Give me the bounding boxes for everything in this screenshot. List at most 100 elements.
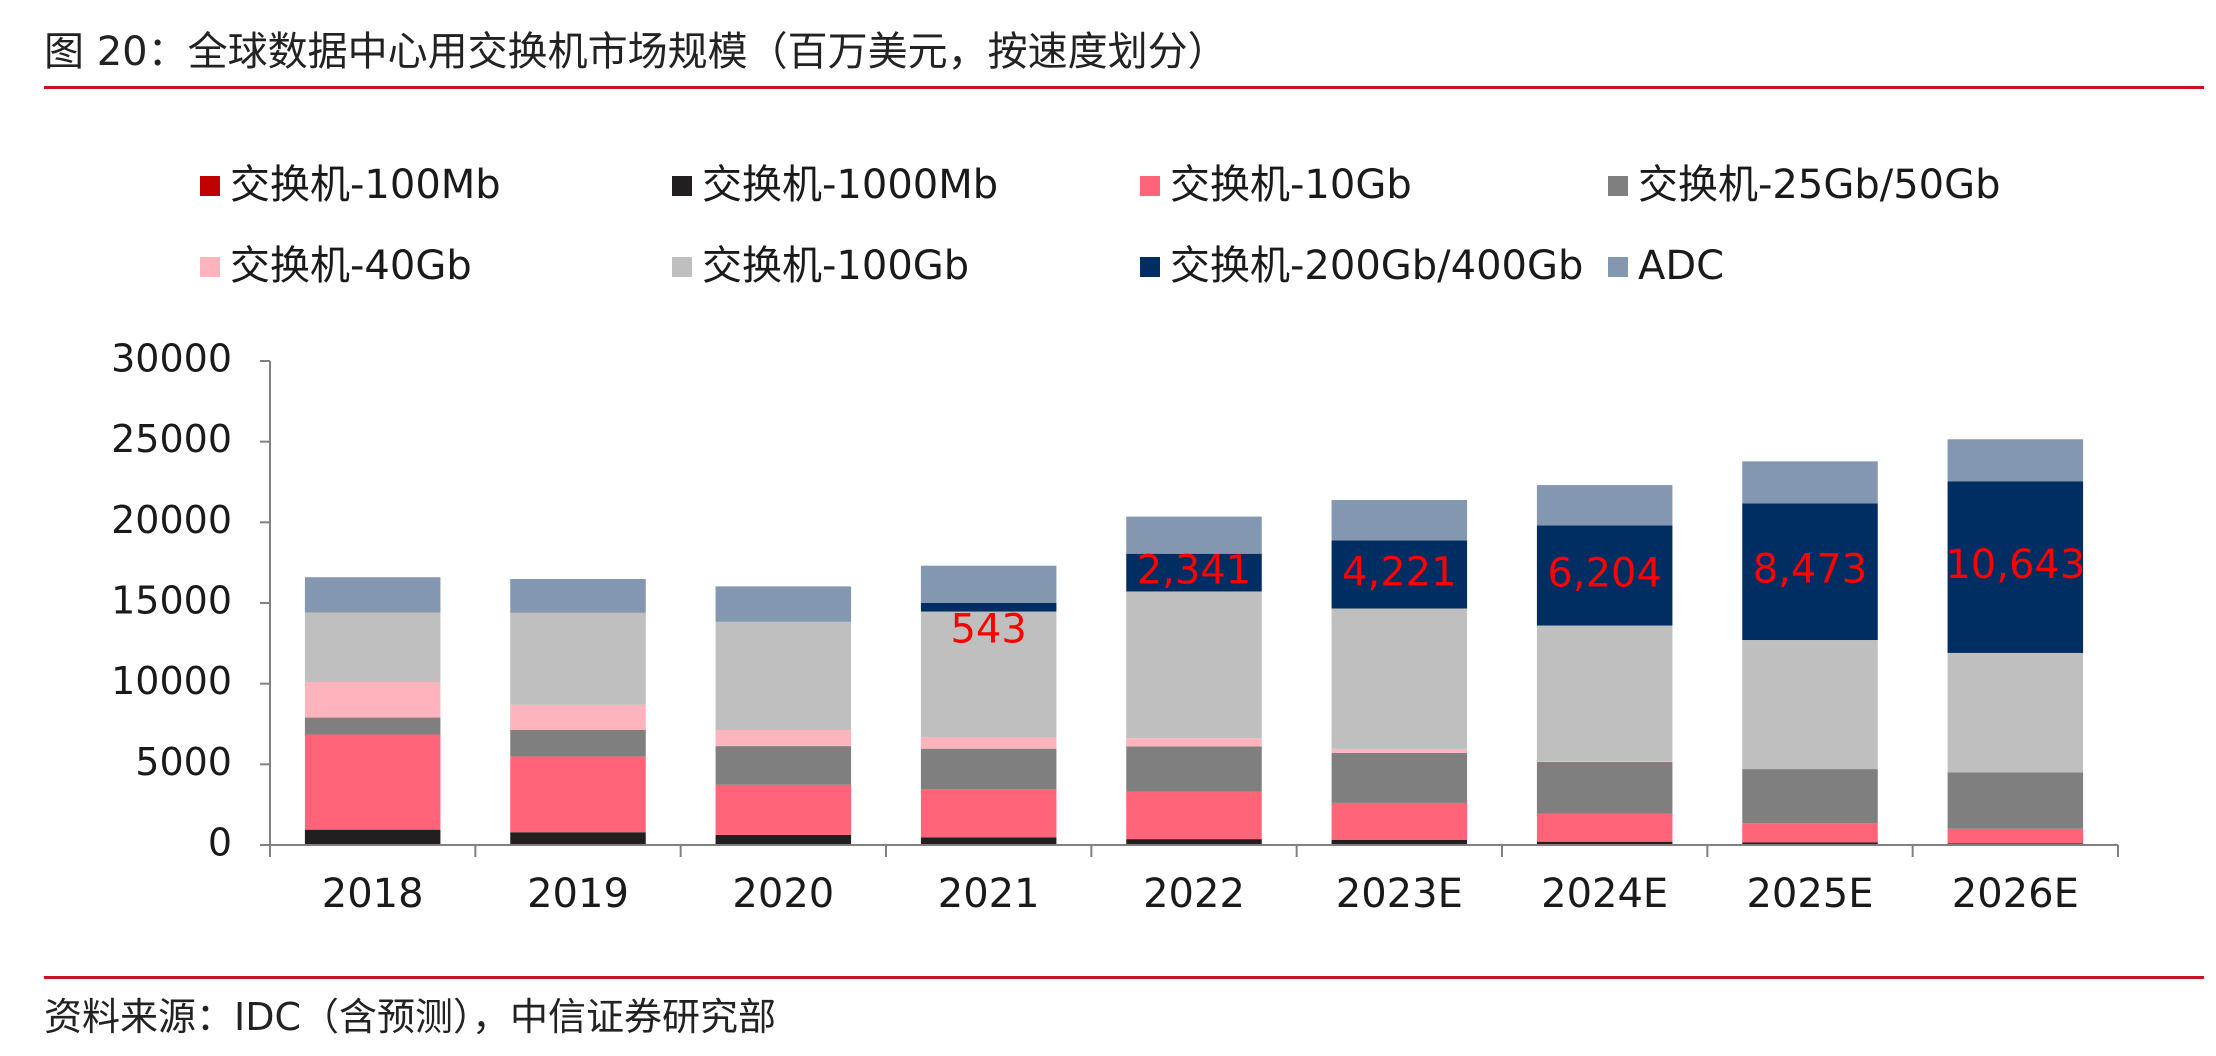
- legend-label-2: 交换机-1000Mb: [702, 162, 998, 208]
- data-label-2023e: 4,221: [1342, 549, 1457, 595]
- x-tick-label-2026e: 2026E: [1952, 871, 2079, 917]
- legend-swatch-7: [1140, 257, 1160, 277]
- bar-2020-series-4: [715, 746, 852, 785]
- data-label-2022: 2,341: [1137, 548, 1252, 594]
- bar-2019-series-4: [510, 729, 646, 757]
- bar-2026e-series-4: [1947, 772, 2084, 829]
- bar-2019-series-2: [510, 832, 646, 845]
- bar-2018-series-5: [304, 682, 441, 718]
- bar-2026e-series-8: [1947, 439, 2084, 482]
- bar-2023e-series-3: [1331, 802, 1468, 840]
- bar-2026e-series-6: [1947, 652, 2084, 773]
- legend-label-7: 交换机-200Gb/400Gb: [1170, 243, 1583, 289]
- bar-2024e-series-8: [1536, 485, 1673, 526]
- chart-title: 图 20：全球数据中心用交换机市场规模（百万美元，按速度划分）: [44, 29, 1228, 75]
- bar-2022-series-8: [1126, 516, 1262, 554]
- bar-2023e-series-8: [1331, 500, 1468, 541]
- bar-2025e-series-7: [1742, 503, 1878, 641]
- legend-swatch-4: [1608, 176, 1628, 196]
- bar-2019-series-3: [510, 756, 646, 833]
- bar-2025e-series-2: [1742, 842, 1878, 845]
- source-note: 资料来源：IDC（含预测），中信证券研究部: [44, 995, 777, 1039]
- bar-2025e-series-6: [1742, 640, 1878, 770]
- bar-2023e-series-2: [1331, 839, 1468, 845]
- bar-2020-series-5: [715, 729, 852, 747]
- x-tick-label-2022: 2022: [1143, 871, 1245, 917]
- bar-2022-series-7: [1126, 553, 1262, 592]
- bar-2024e-series-6: [1536, 625, 1673, 762]
- bar-2025e-series-3: [1742, 823, 1878, 843]
- bar-2018-series-4: [304, 717, 441, 735]
- y-tick-label-30000: 30000: [111, 337, 232, 381]
- bar-2018-series-3: [304, 734, 441, 830]
- bar-2025e-series-4: [1742, 769, 1878, 824]
- bar-2020-series-6: [715, 621, 852, 730]
- bar-2022-series-2: [1126, 839, 1262, 845]
- y-tick-label-5000: 5000: [135, 740, 232, 784]
- bar-2022-series-6: [1126, 591, 1262, 739]
- legend-label-3: 交换机-10Gb: [1170, 162, 1412, 208]
- bar-2020-series-8: [715, 586, 852, 622]
- y-tick-label-20000: 20000: [111, 498, 232, 542]
- bar-2025e-series-8: [1742, 461, 1878, 504]
- bar-2022-series-3: [1126, 791, 1262, 840]
- x-tick-label-2023e: 2023E: [1336, 871, 1463, 917]
- y-tick-label-10000: 10000: [111, 659, 232, 703]
- legend-label-4: 交换机-25Gb/50Gb: [1638, 162, 2000, 208]
- bar-2022-series-4: [1126, 746, 1262, 792]
- bar-2021-series-7: [920, 602, 1057, 612]
- bar-2023e-series-7: [1331, 540, 1468, 609]
- data-label-2021: 543: [950, 607, 1026, 653]
- bar-2021-series-8: [920, 565, 1057, 603]
- legend-swatch-5: [200, 257, 220, 277]
- legend-swatch-6: [672, 257, 692, 277]
- x-tick-label-2020: 2020: [732, 871, 834, 917]
- legend-label-8: ADC: [1638, 243, 1724, 289]
- bar-2021-series-2: [920, 837, 1057, 845]
- legend-swatch-2: [672, 176, 692, 196]
- bar-2023e-series-6: [1331, 608, 1468, 749]
- bar-2021-series-3: [920, 789, 1057, 838]
- data-label-2026e: 10,643: [1945, 542, 2085, 588]
- title-divider: [44, 86, 2204, 89]
- legend-label-1: 交换机-100Mb: [230, 162, 501, 208]
- legend-swatch-8: [1608, 257, 1628, 277]
- bar-2024e-series-7: [1536, 525, 1673, 626]
- bar-2021-series-5: [920, 737, 1057, 749]
- bar-2018-series-6: [304, 612, 441, 683]
- x-tick-label-2021: 2021: [938, 871, 1040, 917]
- x-tick-label-2018: 2018: [322, 871, 424, 917]
- bar-2018-series-8: [304, 577, 441, 613]
- bar-2024e-series-5: [1536, 761, 1673, 762]
- y-tick-label-15000: 15000: [111, 579, 232, 623]
- bar-2022-series-5: [1126, 738, 1262, 747]
- bar-2021-series-4: [920, 748, 1057, 790]
- x-tick-label-2024e: 2024E: [1541, 871, 1668, 917]
- legend-label-6: 交换机-100Gb: [702, 243, 969, 289]
- bar-2024e-series-3: [1536, 813, 1673, 842]
- bar-2019-series-8: [510, 578, 646, 613]
- legend-label-5: 交换机-40Gb: [230, 243, 472, 289]
- bar-2026e-series-3: [1947, 828, 2084, 844]
- x-tick-label-2025e: 2025E: [1746, 871, 1873, 917]
- data-label-2024e: 6,204: [1547, 550, 1662, 596]
- bar-2020-series-3: [715, 784, 852, 835]
- bar-2020-series-2: [715, 834, 852, 845]
- legend-swatch-1: [200, 176, 220, 196]
- data-label-2025e: 8,473: [1753, 547, 1868, 593]
- bar-2018-series-2: [304, 829, 441, 845]
- bar-2024e-series-4: [1536, 761, 1673, 814]
- bar-2023e-series-5: [1331, 748, 1468, 753]
- bar-2021-series-6: [920, 611, 1057, 738]
- legend-swatch-3: [1140, 176, 1160, 196]
- bar-2019-series-5: [510, 704, 646, 730]
- y-tick-label-25000: 25000: [111, 417, 232, 461]
- source-divider: [44, 976, 2204, 979]
- y-tick-label-0: 0: [208, 821, 232, 865]
- x-tick-label-2019: 2019: [527, 871, 629, 917]
- bar-2024e-series-2: [1536, 841, 1673, 845]
- bar-2026e-series-7: [1947, 481, 2084, 653]
- bar-2019-series-6: [510, 612, 646, 705]
- bar-2023e-series-4: [1331, 752, 1468, 803]
